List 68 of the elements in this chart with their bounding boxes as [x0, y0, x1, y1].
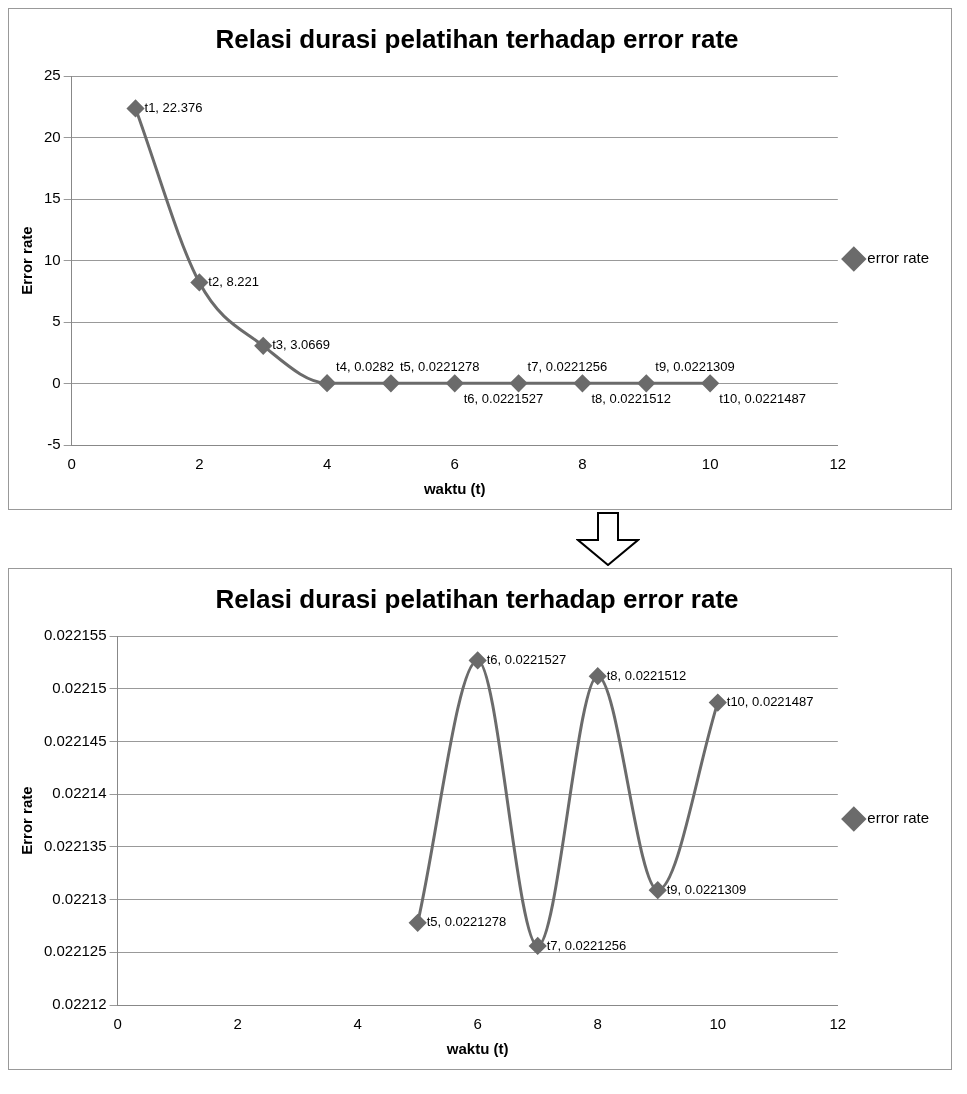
x-tick-label: 10: [709, 1015, 727, 1033]
point: [409, 914, 427, 932]
data-label: t9, 0.0221309: [666, 881, 747, 897]
point: [382, 374, 400, 392]
y-tick-label: 0.022125: [43, 942, 107, 960]
point: [469, 651, 487, 669]
data-label: t2, 8.221: [208, 274, 259, 290]
y-tick-label: 25: [44, 66, 61, 84]
y-axis-title: Error rate: [18, 226, 36, 295]
point: [529, 937, 547, 955]
point: [649, 881, 667, 899]
y-tick-label: 20: [44, 127, 61, 145]
point: [637, 374, 655, 392]
x-tick-label: 2: [195, 455, 204, 473]
y-tick-label: 0.022135: [43, 837, 107, 855]
x-tick-label: 12: [829, 1015, 847, 1033]
y-tick-label: 0.02213: [52, 889, 107, 907]
point: [510, 374, 528, 392]
chart-title: Relasi durasi pelatihan terhadap error rate: [215, 583, 739, 614]
legend-label: error rate: [867, 249, 929, 267]
point: [446, 374, 464, 392]
y-tick-label: 0.02212: [52, 995, 107, 1013]
legend-label: error rate: [867, 809, 929, 827]
data-label: t1, 22.376: [144, 100, 203, 116]
data-label: t5, 0.0221278: [399, 358, 480, 374]
x-tick-label: 12: [829, 455, 847, 473]
y-tick-label: 5: [52, 312, 61, 330]
x-tick-label: 8: [578, 455, 587, 473]
data-label: t7, 0.0221256: [546, 937, 627, 953]
x-tick-label: 0: [113, 1015, 122, 1033]
data-label: t4, 0.0282: [336, 358, 394, 374]
data-label: t8, 0.0221512: [591, 390, 671, 406]
y-tick-label: 0: [52, 373, 61, 391]
x-tick-label: 10: [701, 455, 719, 473]
point: [254, 337, 272, 355]
point: [190, 273, 208, 291]
data-label: t10, 0.0221487: [719, 390, 806, 406]
data-label: t7, 0.0221256: [527, 358, 608, 374]
data-label: t6, 0.0221527: [486, 652, 567, 668]
point: [573, 374, 591, 392]
x-axis-title: waktu (t): [422, 480, 486, 498]
point: [589, 667, 607, 685]
data-label: t6, 0.0221527: [463, 390, 544, 406]
x-tick-label: 4: [353, 1015, 362, 1033]
data-label: t10, 0.0221487: [726, 694, 814, 710]
x-tick-label: 6: [473, 1015, 482, 1033]
x-tick-label: 4: [322, 455, 332, 473]
point: [127, 99, 145, 117]
point: [318, 374, 336, 392]
y-tick-label: 0.022155: [43, 626, 107, 644]
y-tick-label: 0.02214: [52, 784, 107, 802]
chart-title: Relasi durasi pelatihan terhadap error rate: [215, 23, 739, 54]
y-tick-label: 10: [44, 250, 61, 268]
y-tick-label: 15: [44, 189, 61, 207]
point: [709, 694, 727, 712]
point: [701, 374, 719, 392]
data-label: t8, 0.0221512: [606, 667, 687, 683]
data-label: t5, 0.0221278: [426, 914, 507, 930]
x-axis-title: waktu (t): [445, 1040, 509, 1058]
x-tick-label: 6: [450, 455, 459, 473]
data-label: t3, 3.0669: [272, 337, 331, 353]
y-tick-label: 0.02215: [52, 679, 107, 697]
data-label: t9, 0.0221309: [655, 358, 735, 374]
y-tick-label: 0.022145: [43, 731, 107, 749]
y-axis-title: Error rate: [18, 786, 36, 855]
x-tick-label: 2: [233, 1015, 242, 1033]
x-tick-label: 8: [593, 1015, 602, 1033]
y-tick-label: -5: [47, 435, 61, 453]
